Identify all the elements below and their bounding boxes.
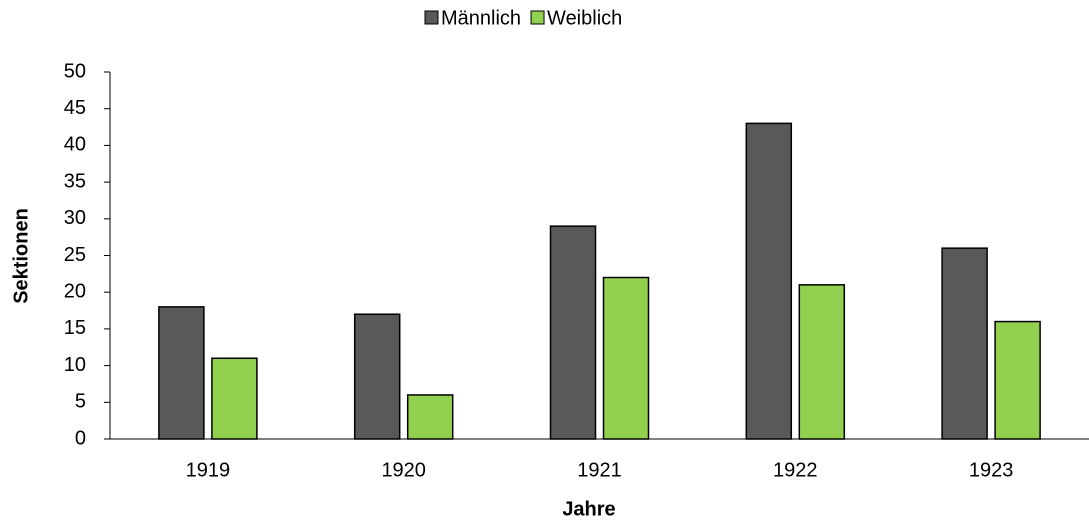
y-tick-label: 50 <box>64 60 86 82</box>
y-tick-label: 35 <box>64 170 86 192</box>
y-tick-label: 20 <box>64 280 86 302</box>
legend-swatch <box>424 10 439 25</box>
y-tick-label: 5 <box>75 391 86 413</box>
bar <box>941 247 988 440</box>
legend-swatch <box>530 10 545 25</box>
y-tick-label: 15 <box>64 317 86 339</box>
x-tick-label: 1920 <box>381 459 426 481</box>
x-axis-label: Jahre <box>562 498 615 520</box>
y-tick-label: 40 <box>64 134 86 156</box>
bar <box>994 320 1041 440</box>
bar <box>549 225 597 440</box>
y-tick-label: 10 <box>64 354 86 376</box>
bar <box>211 357 258 440</box>
legend-label: Männlich <box>441 7 521 29</box>
bar <box>406 394 454 440</box>
y-tick-label: 0 <box>75 427 86 449</box>
bar <box>798 284 846 440</box>
y-tick-label: 45 <box>64 97 86 119</box>
bar <box>353 313 401 440</box>
bar <box>602 276 650 440</box>
x-tick-label: 1923 <box>969 459 1014 481</box>
y-tick-label: 25 <box>64 244 86 266</box>
y-axis-label: Sektionen <box>10 208 32 304</box>
bar <box>745 122 793 440</box>
x-tick-label: 1922 <box>773 459 818 481</box>
y-tick-label: 30 <box>64 207 86 229</box>
x-tick-label: 1921 <box>577 459 622 481</box>
legend-label: Weiblich <box>547 7 622 29</box>
bar <box>158 306 205 440</box>
x-tick-label: 1919 <box>186 459 231 481</box>
